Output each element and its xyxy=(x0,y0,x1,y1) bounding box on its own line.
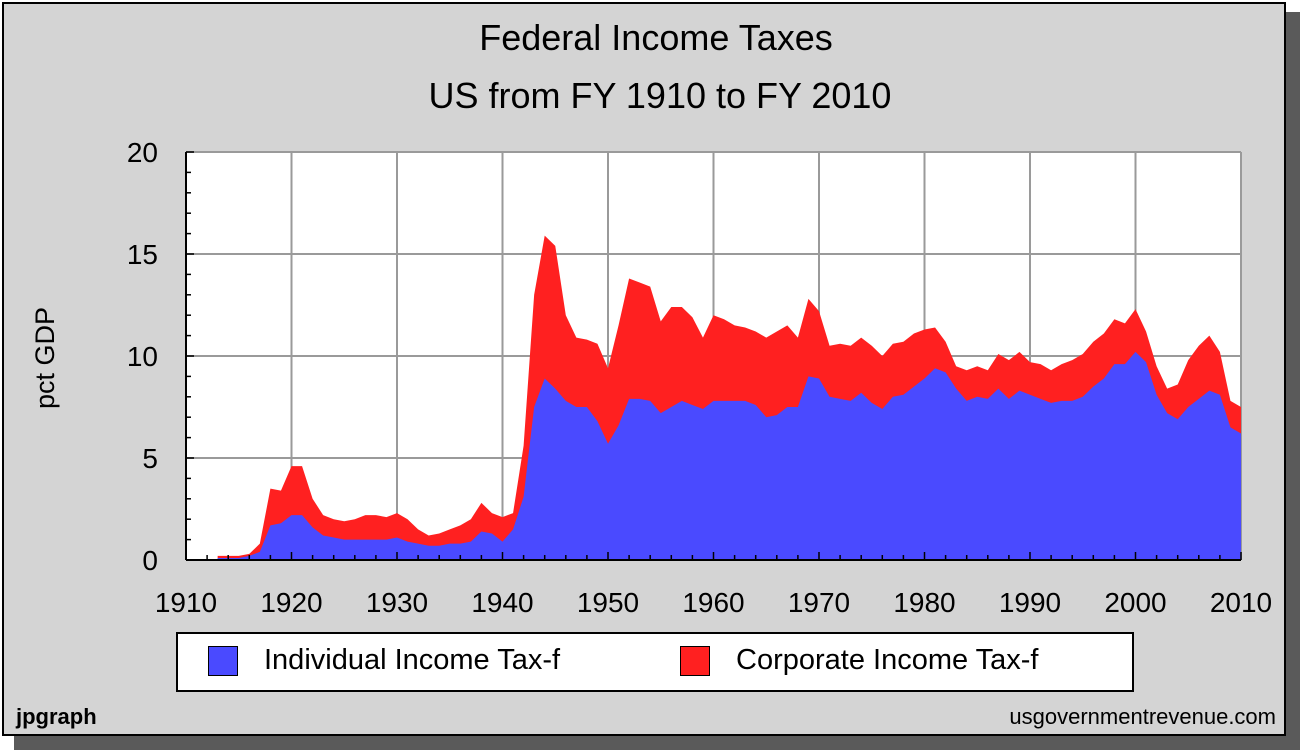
x-tick-label: 1980 xyxy=(893,587,955,618)
tick-labels: 1910 1920 1930 1940 1950 1960 1970 1980 1990 2000… xyxy=(127,137,1272,618)
area-series xyxy=(217,235,1241,560)
x-tick-label: 1920 xyxy=(260,587,322,618)
area-individual xyxy=(217,351,1241,560)
x-tick-label: 1940 xyxy=(471,587,533,618)
chart-subtitle: US from FY 1910 to FY 2010 xyxy=(429,75,892,116)
y-axis-label: pct GDP xyxy=(30,307,60,409)
y-tick-label: 0 xyxy=(142,545,158,576)
x-tick-label: 2010 xyxy=(1210,587,1272,618)
y-tick-label: 20 xyxy=(127,137,158,168)
legend-label-individual: Individual Income Tax-f xyxy=(264,644,561,676)
legend-swatch-corporate xyxy=(680,645,710,676)
y-tick-label: 15 xyxy=(127,239,158,270)
x-tick-label: 2000 xyxy=(1104,587,1166,618)
legend-item-individual: Individual Income Tax-f xyxy=(208,644,560,677)
axes xyxy=(185,151,1242,561)
x-tick-label: 1990 xyxy=(999,587,1061,618)
footer-left: jpgraph xyxy=(16,704,97,729)
x-tick-label: 1930 xyxy=(366,587,428,618)
x-tick-label: 1910 xyxy=(155,587,217,618)
x-tick-label: 1960 xyxy=(682,587,744,618)
legend-swatch-individual xyxy=(208,645,238,676)
legend-item-corporate: Corporate Income Tax-f xyxy=(680,644,1039,677)
legend: Individual Income Tax-f Corporate Income… xyxy=(176,632,1134,692)
footer-right: usgovernmentrevenue.com xyxy=(1009,704,1276,729)
legend-label-corporate: Corporate Income Tax-f xyxy=(736,644,1039,676)
y-tick-label: 5 xyxy=(142,443,158,474)
y-tick-label: 10 xyxy=(127,341,158,372)
x-tick-label: 1970 xyxy=(788,587,850,618)
x-tick-label: 1950 xyxy=(577,587,639,618)
chart-title: Federal Income Taxes xyxy=(479,17,833,58)
